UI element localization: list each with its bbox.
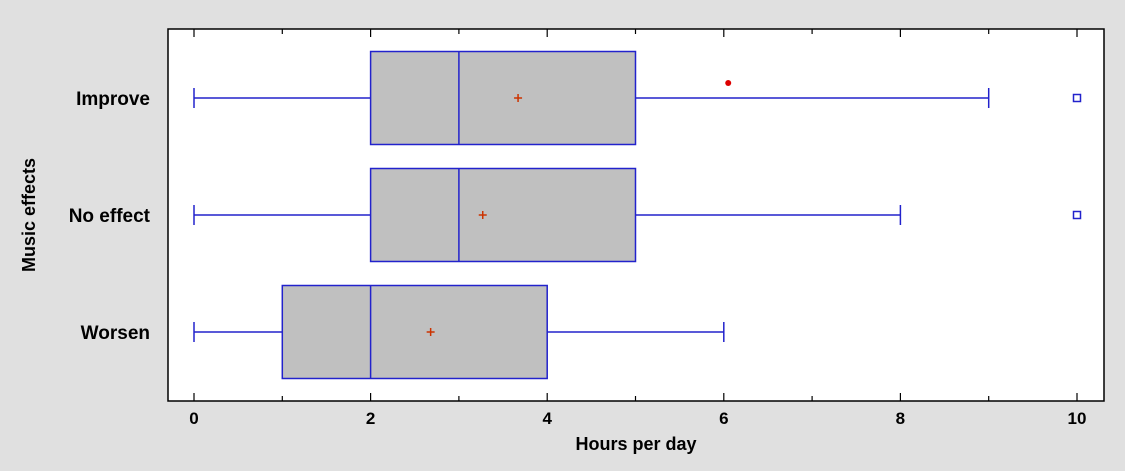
box-group-improve	[193, 50, 1082, 146]
boxes-layer	[193, 50, 1082, 380]
mean-marker	[478, 211, 487, 219]
x-axis-title: Hours per day	[575, 434, 696, 454]
category-label-improve: Improve	[76, 89, 150, 110]
x-tick-label: 8	[896, 409, 905, 428]
category-label-worsen: Worsen	[81, 323, 150, 344]
box-iqr	[369, 50, 637, 146]
mean-marker	[514, 94, 523, 102]
ticks-layer	[193, 29, 1078, 401]
y-axis-title: Music effects	[19, 158, 39, 272]
mean-marker	[426, 328, 435, 336]
labels-layer: Improve No effect Worsen 0 2 4 6 8 10	[69, 89, 1087, 428]
x-tick-label: 6	[719, 409, 728, 428]
x-tick-label: 2	[366, 409, 375, 428]
x-tick-label: 0	[189, 409, 198, 428]
box-iqr	[369, 167, 637, 263]
box-iqr	[281, 284, 548, 380]
outlier-point	[1072, 210, 1082, 220]
extra-dot-marker	[725, 80, 732, 86]
x-tick-label: 4	[542, 409, 552, 428]
box-group-no-effect	[193, 167, 1082, 263]
category-label-no-effect: No effect	[69, 206, 151, 227]
box-group-worsen	[193, 284, 725, 380]
x-tick-label: 10	[1068, 409, 1087, 428]
outlier-point	[1072, 93, 1082, 103]
